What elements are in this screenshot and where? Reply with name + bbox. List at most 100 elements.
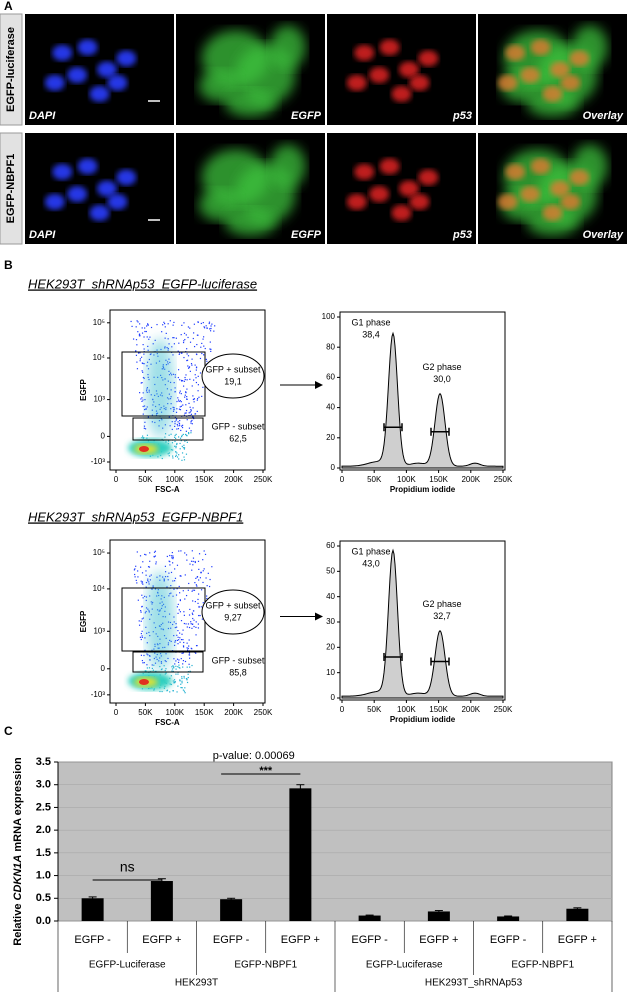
nucleus [398, 180, 419, 197]
event [179, 680, 181, 682]
event [183, 380, 185, 382]
event [171, 557, 173, 559]
event [144, 428, 147, 430]
event [134, 573, 136, 576]
event [161, 457, 163, 460]
event [173, 436, 176, 438]
event [197, 321, 199, 323]
event [175, 451, 177, 453]
event [164, 565, 167, 567]
event [179, 599, 181, 601]
nucleus [67, 67, 88, 84]
event [179, 442, 181, 445]
y-tick-label: 10 [326, 668, 335, 677]
event [181, 352, 183, 354]
cell-egfp [526, 207, 579, 236]
event [196, 343, 198, 346]
event [143, 363, 145, 365]
event [170, 585, 172, 587]
event [202, 559, 204, 561]
event [192, 560, 194, 563]
event [202, 570, 204, 572]
cell-egfp [224, 88, 277, 117]
event [193, 417, 195, 420]
event [184, 394, 186, 396]
event [191, 569, 193, 571]
nucleus [497, 193, 518, 210]
event [171, 551, 173, 554]
event [181, 682, 183, 684]
event [179, 419, 181, 422]
event [148, 581, 150, 583]
event [172, 562, 174, 564]
event [181, 680, 183, 682]
event [140, 398, 142, 400]
event [143, 427, 145, 429]
event [171, 428, 173, 431]
bar [358, 915, 381, 921]
y-tick-label: 10³ [93, 395, 105, 404]
event [172, 410, 175, 412]
event [195, 584, 197, 586]
y-tick-label: 2.0 [36, 824, 51, 836]
event [166, 689, 169, 691]
event [172, 337, 174, 339]
event [186, 419, 188, 421]
channel-label: p53 [452, 110, 472, 122]
event [182, 645, 185, 647]
event [140, 580, 142, 582]
gate-callout [201, 353, 265, 399]
event [177, 350, 179, 352]
event [179, 632, 181, 634]
event [209, 328, 211, 330]
density-core [139, 679, 149, 685]
nucleus [107, 193, 128, 210]
event [184, 396, 186, 398]
event [174, 663, 176, 665]
event [164, 326, 166, 328]
event [153, 551, 156, 553]
annotation: ns [120, 859, 135, 875]
event [135, 339, 138, 341]
event [142, 392, 144, 394]
x-tick-label: EGFP - [213, 934, 250, 946]
event [182, 433, 184, 436]
event [175, 437, 177, 439]
event [194, 374, 196, 376]
event [178, 422, 180, 424]
event [189, 666, 191, 668]
event [176, 400, 178, 403]
event [180, 657, 182, 660]
event [140, 382, 142, 384]
micrograph: Overlay [478, 14, 627, 125]
axis-label: Relative CDKN1A mRNA expression [12, 757, 24, 946]
event [172, 665, 174, 667]
x-tick-label: EGFP - [351, 934, 388, 946]
event [191, 364, 193, 366]
nucleus [391, 85, 412, 102]
event [168, 434, 170, 436]
event [182, 404, 184, 406]
event [174, 376, 176, 378]
phase-value: 43,0 [362, 558, 380, 568]
event [174, 425, 176, 427]
event [145, 408, 147, 410]
event [141, 594, 143, 596]
event [143, 408, 146, 411]
event [147, 566, 150, 568]
event [174, 681, 176, 683]
event [185, 334, 187, 336]
event [193, 345, 196, 348]
event [173, 644, 176, 647]
event [203, 550, 205, 552]
event [193, 398, 195, 400]
event [204, 347, 206, 350]
x-tick-label: 150K [429, 475, 448, 484]
event [142, 413, 144, 415]
event [167, 323, 169, 325]
bar [289, 788, 312, 921]
event [174, 445, 176, 447]
event [161, 690, 163, 693]
gate-label: GFP + subset [205, 364, 261, 374]
y-tick-label: 10⁴ [93, 353, 106, 362]
